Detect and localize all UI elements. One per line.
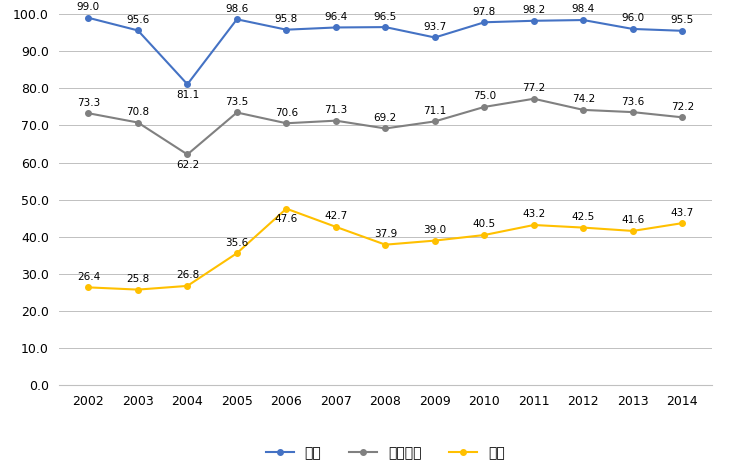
Text: 93.7: 93.7 [424, 22, 446, 32]
전체 [381, 242, 390, 248]
전체 [628, 228, 637, 234]
전체 [529, 222, 538, 228]
Text: 95.6: 95.6 [126, 15, 150, 25]
Text: 73.3: 73.3 [77, 98, 100, 108]
전체 [183, 283, 192, 289]
Legend: 수학, 자연과학, 전체: 수학, 자연과학, 전체 [260, 440, 511, 466]
수학 [430, 35, 439, 40]
전체 [480, 232, 489, 238]
Text: 69.2: 69.2 [374, 113, 397, 123]
Line: 수학: 수학 [86, 15, 685, 87]
자연과학 [381, 125, 390, 131]
Text: 97.8: 97.8 [473, 7, 496, 17]
수학 [579, 17, 588, 23]
수학 [529, 18, 538, 24]
Line: 전체: 전체 [86, 206, 685, 292]
Text: 43.7: 43.7 [671, 208, 694, 218]
Text: 95.5: 95.5 [671, 15, 694, 25]
전체 [134, 287, 142, 292]
전체 [678, 220, 687, 226]
Text: 96.4: 96.4 [324, 12, 347, 22]
Text: 98.2: 98.2 [522, 5, 545, 15]
Text: 70.6: 70.6 [275, 108, 298, 118]
Text: 70.8: 70.8 [126, 107, 150, 117]
수학 [381, 24, 390, 30]
전체 [233, 251, 241, 256]
Text: 26.8: 26.8 [175, 270, 199, 280]
Text: 72.2: 72.2 [671, 102, 694, 112]
Text: 74.2: 74.2 [572, 94, 595, 104]
Text: 62.2: 62.2 [175, 160, 199, 170]
수학 [480, 19, 489, 25]
Text: 77.2: 77.2 [522, 83, 545, 93]
자연과학 [579, 107, 588, 113]
수학 [282, 27, 291, 32]
자연과학 [332, 118, 341, 124]
Text: 42.5: 42.5 [572, 212, 595, 222]
Text: 35.6: 35.6 [225, 238, 249, 248]
수학 [678, 28, 687, 34]
Line: 자연과학: 자연과학 [86, 96, 685, 157]
전체 [430, 238, 439, 243]
Text: 47.6: 47.6 [275, 214, 298, 224]
수학 [628, 26, 637, 32]
수학 [233, 16, 241, 22]
Text: 71.1: 71.1 [424, 106, 446, 116]
자연과학 [183, 152, 192, 157]
Text: 37.9: 37.9 [374, 229, 397, 239]
수학 [84, 15, 92, 21]
Text: 73.6: 73.6 [621, 96, 644, 107]
Text: 71.3: 71.3 [324, 105, 347, 115]
전체 [282, 206, 291, 212]
Text: 98.6: 98.6 [225, 4, 249, 14]
자연과학 [628, 110, 637, 115]
자연과학 [430, 118, 439, 124]
Text: 25.8: 25.8 [126, 274, 150, 284]
수학 [332, 24, 341, 30]
Text: 41.6: 41.6 [621, 215, 644, 226]
Text: 75.0: 75.0 [473, 91, 496, 102]
수학 [183, 81, 192, 87]
전체 [84, 284, 92, 290]
전체 [332, 224, 341, 230]
Text: 95.8: 95.8 [275, 14, 298, 24]
Text: 39.0: 39.0 [424, 225, 446, 235]
자연과학 [134, 120, 142, 125]
Text: 98.4: 98.4 [572, 5, 595, 15]
Text: 26.4: 26.4 [77, 272, 100, 282]
Text: 43.2: 43.2 [522, 210, 545, 219]
자연과학 [282, 120, 291, 126]
Text: 73.5: 73.5 [225, 97, 249, 107]
Text: 40.5: 40.5 [473, 219, 496, 229]
Text: 96.5: 96.5 [374, 12, 397, 22]
Text: 42.7: 42.7 [324, 212, 347, 221]
자연과학 [233, 110, 241, 115]
전체 [579, 225, 588, 230]
자연과학 [678, 115, 687, 120]
자연과학 [480, 104, 489, 110]
수학 [134, 28, 142, 33]
Text: 99.0: 99.0 [77, 2, 100, 12]
자연과학 [529, 96, 538, 102]
Text: 96.0: 96.0 [621, 14, 644, 24]
자연과학 [84, 110, 92, 116]
Text: 81.1: 81.1 [175, 90, 199, 100]
